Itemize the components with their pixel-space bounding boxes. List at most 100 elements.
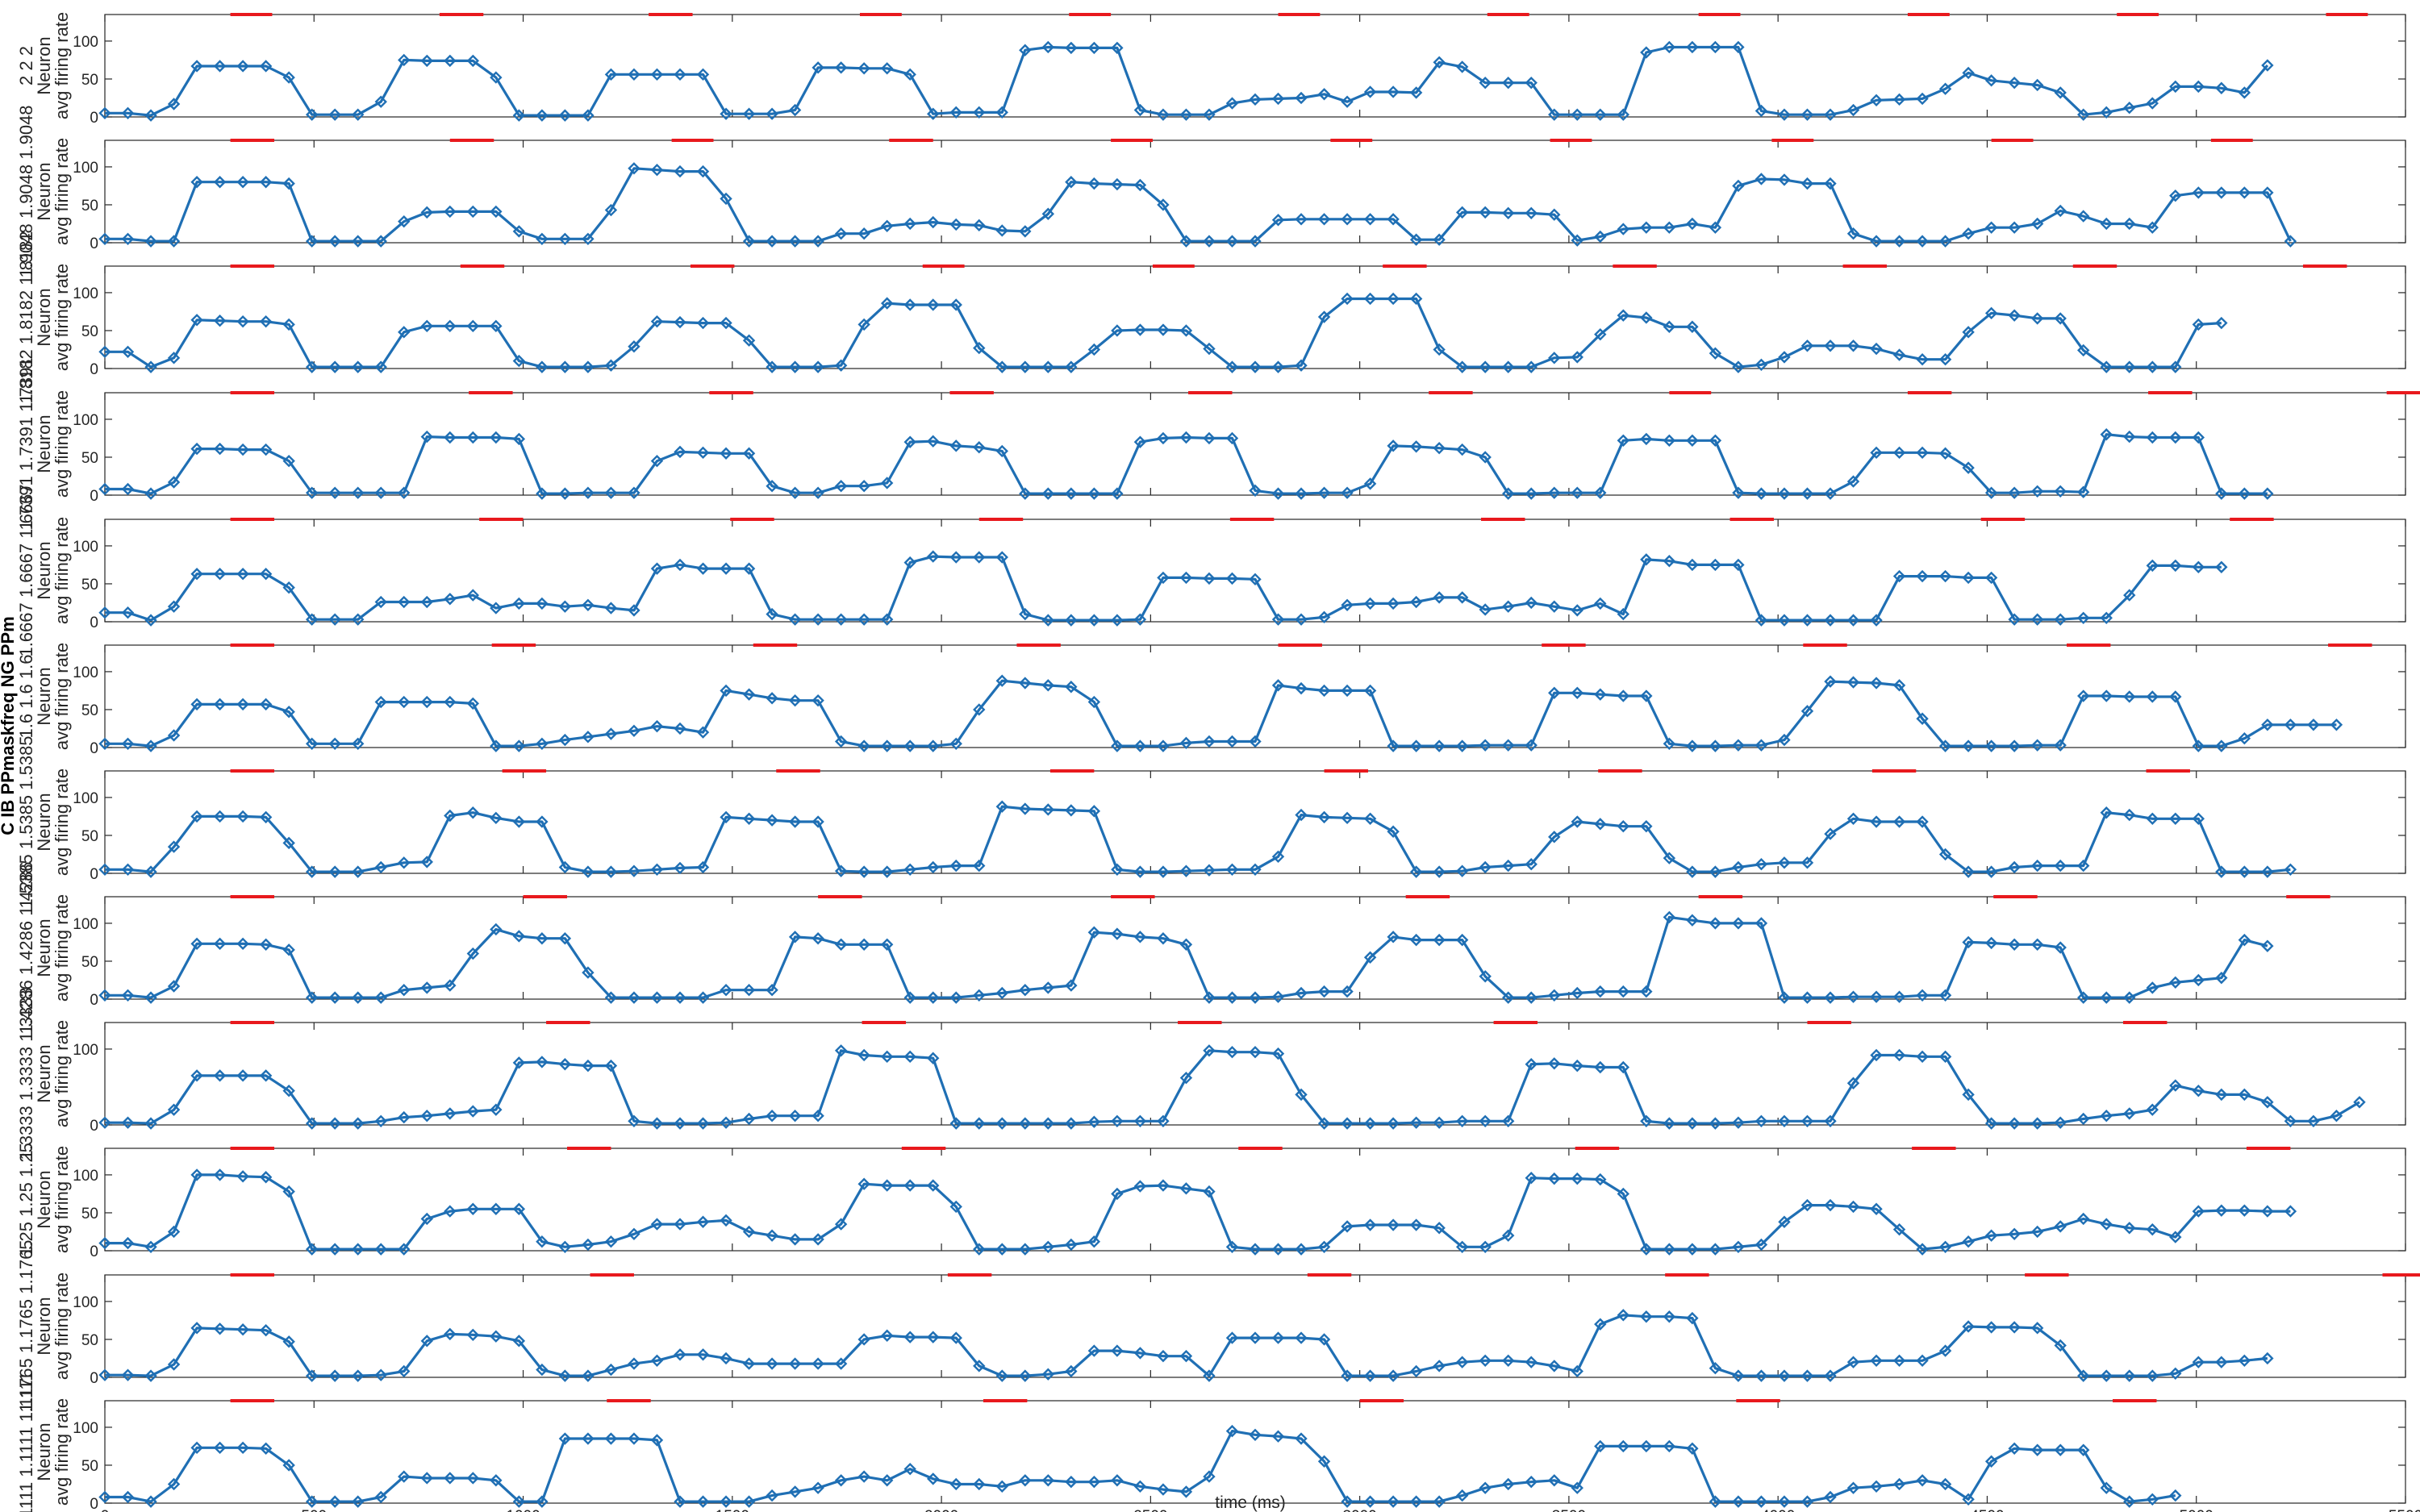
data-point bbox=[880, 1050, 894, 1064]
data-point bbox=[1111, 863, 1124, 876]
data-point bbox=[995, 106, 1008, 119]
data-point bbox=[213, 568, 227, 581]
data-point bbox=[1709, 917, 1722, 930]
data-point bbox=[1179, 431, 1193, 444]
data-point bbox=[1617, 1060, 1630, 1074]
data-point bbox=[674, 1117, 686, 1130]
data-point bbox=[2077, 1112, 2090, 1126]
data-point bbox=[1870, 1480, 1883, 1493]
data-point bbox=[2169, 1079, 2182, 1092]
series-line bbox=[105, 1429, 2176, 1503]
data-point bbox=[1111, 1344, 1124, 1357]
data-point bbox=[1732, 1495, 1745, 1508]
data-point bbox=[1203, 864, 1216, 877]
data-point bbox=[1179, 571, 1193, 585]
data-point bbox=[466, 1472, 480, 1485]
data-point bbox=[2146, 1103, 2159, 1116]
data-point bbox=[2261, 186, 2274, 199]
data-point bbox=[1709, 1117, 1722, 1130]
data-point bbox=[444, 431, 457, 444]
data-point bbox=[742, 334, 756, 347]
data-point bbox=[328, 486, 341, 499]
data-point bbox=[398, 1364, 411, 1378]
data-point bbox=[1617, 309, 1630, 322]
data-point bbox=[1846, 990, 1860, 1003]
data-point bbox=[674, 315, 686, 329]
data-point bbox=[1548, 352, 1561, 364]
data-point bbox=[1179, 864, 1193, 877]
data-point bbox=[1617, 434, 1630, 447]
data-point bbox=[1271, 360, 1285, 373]
data-point bbox=[1271, 613, 1285, 626]
data-point bbox=[420, 206, 433, 219]
data-point bbox=[420, 430, 433, 444]
data-point bbox=[444, 979, 457, 992]
chart-panels: 0501000501000501000501000501000501000501… bbox=[73, 13, 2420, 1512]
data-point bbox=[1686, 1311, 1699, 1325]
data-point bbox=[512, 432, 526, 446]
data-point bbox=[1225, 1045, 1239, 1059]
data-point bbox=[1892, 235, 1906, 248]
data-point bbox=[1433, 56, 1446, 69]
data-point bbox=[1709, 558, 1722, 572]
data-point bbox=[1271, 214, 1285, 227]
data-point bbox=[1433, 1495, 1446, 1508]
data-point bbox=[398, 1110, 411, 1124]
data-point bbox=[1179, 736, 1193, 750]
data-point bbox=[742, 107, 756, 120]
data-point bbox=[995, 800, 1008, 813]
data-point bbox=[1548, 1057, 1561, 1070]
data-point bbox=[927, 550, 940, 563]
data-point bbox=[2192, 1356, 2205, 1368]
y-tick-label: 100 bbox=[73, 285, 98, 302]
data-point bbox=[1133, 103, 1147, 117]
data-point bbox=[949, 737, 962, 750]
data-point bbox=[2008, 486, 2021, 499]
data-point bbox=[2054, 739, 2067, 752]
data-point bbox=[1938, 447, 1952, 460]
data-point bbox=[213, 1441, 227, 1455]
data-point bbox=[213, 176, 227, 189]
data-point bbox=[1800, 856, 1814, 869]
data-point bbox=[121, 106, 135, 119]
data-point bbox=[1341, 1369, 1354, 1382]
data-point bbox=[949, 1117, 962, 1130]
data-point bbox=[374, 95, 387, 108]
data-point bbox=[995, 1117, 1008, 1130]
data-point bbox=[1594, 1173, 1607, 1186]
data-point bbox=[834, 1218, 848, 1231]
data-point bbox=[213, 442, 227, 456]
data-point bbox=[1870, 1048, 1883, 1062]
data-point bbox=[512, 225, 526, 238]
data-point bbox=[720, 1495, 732, 1508]
data-point bbox=[1892, 446, 1906, 460]
data-point bbox=[1846, 676, 1860, 689]
data-point bbox=[512, 739, 526, 752]
data-point bbox=[1984, 486, 1998, 499]
data-point bbox=[1594, 597, 1607, 610]
data-point bbox=[650, 68, 664, 81]
data-point bbox=[236, 1170, 249, 1183]
data-point bbox=[1455, 1114, 1469, 1127]
data-point bbox=[1640, 689, 1653, 702]
data-point bbox=[1548, 1360, 1561, 1372]
data-point bbox=[1686, 320, 1699, 333]
data-point bbox=[259, 810, 273, 824]
data-point bbox=[398, 695, 411, 709]
data-point bbox=[1019, 677, 1032, 689]
data-point bbox=[305, 1495, 319, 1508]
data-point bbox=[788, 1485, 802, 1498]
data-point bbox=[834, 359, 848, 372]
data-point bbox=[788, 486, 802, 499]
data-point bbox=[305, 865, 319, 878]
data-point bbox=[558, 932, 572, 945]
data-point bbox=[742, 984, 756, 997]
data-point bbox=[1548, 686, 1561, 699]
data-point bbox=[1502, 859, 1515, 873]
data-point bbox=[398, 984, 411, 997]
data-point bbox=[2238, 933, 2251, 947]
data-point bbox=[2261, 487, 2274, 500]
data-point bbox=[352, 1369, 365, 1382]
data-point bbox=[1225, 572, 1239, 585]
data-point bbox=[1594, 1060, 1607, 1074]
